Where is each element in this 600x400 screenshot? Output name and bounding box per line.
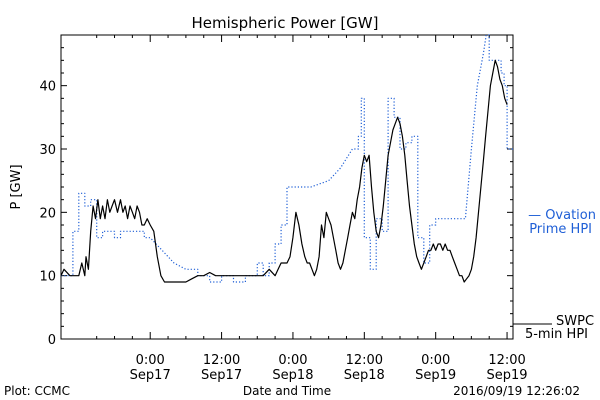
y-tick-label-3: 30	[39, 143, 56, 158]
x-tick-time-3: 12:00	[346, 353, 383, 368]
footer-timestamp: 2016/09/19 12:26:02	[453, 384, 580, 398]
y-tick-label-1: 10	[39, 270, 56, 285]
x-axis-label: Date and Time	[243, 384, 331, 398]
x-tick-date-3: Sep18	[344, 368, 385, 383]
x-tick-date-4: Sep19	[415, 368, 456, 383]
y-tick-label-4: 40	[39, 80, 56, 95]
y-axis-label: P [GW]	[9, 164, 24, 209]
swpc-label-line1: SWPC	[556, 314, 594, 329]
x-tick-date-5: Sep19	[487, 368, 528, 383]
y-axis: 0 10 20 30 40	[39, 34, 513, 348]
series-swpc-line	[60, 59, 508, 283]
footer-plot-credit: Plot: CCMC	[4, 384, 70, 398]
y-tick-label-2: 20	[39, 206, 56, 221]
chart-title: Hemispheric Power [GW]	[192, 14, 379, 32]
series-layer	[60, 34, 513, 283]
x-tick-date-0: Sep17	[130, 368, 171, 383]
x-tick-time-1: 12:00	[203, 353, 240, 368]
x-tick-time-2: 0:00	[278, 353, 307, 368]
x-tick-date-1: Sep17	[201, 368, 242, 383]
swpc-label-line2: 5-min HPI	[525, 327, 588, 342]
x-axis: 0:00Sep1712:00Sep170:00Sep1812:00Sep180:…	[96, 35, 528, 383]
x-tick-time-5: 12:00	[488, 353, 525, 368]
y-tick-label-0: 0	[48, 333, 56, 348]
x-tick-time-0: 0:00	[136, 353, 165, 368]
ovation-label-line2: Prime HPI	[529, 222, 592, 237]
x-tick-date-2: Sep18	[272, 368, 313, 383]
x-tick-time-4: 0:00	[421, 353, 450, 368]
ovation-label-line1: — Ovation	[528, 208, 596, 223]
